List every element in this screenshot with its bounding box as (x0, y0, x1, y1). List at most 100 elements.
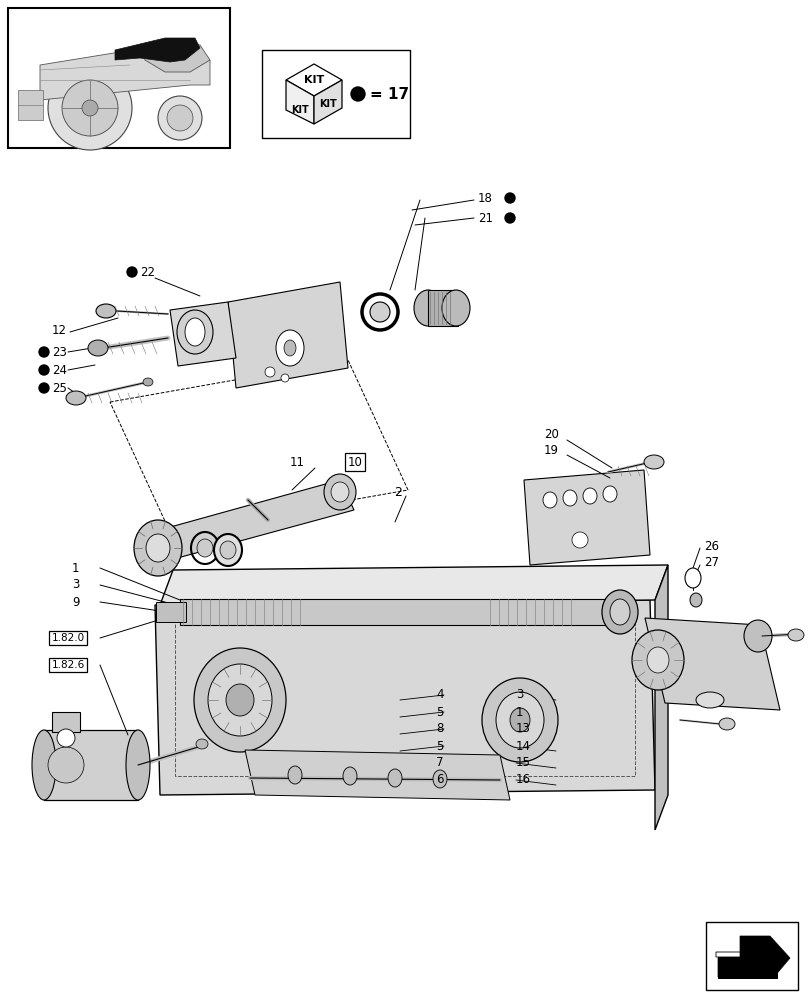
Ellipse shape (787, 629, 803, 641)
Ellipse shape (177, 310, 212, 354)
Text: 8: 8 (436, 722, 444, 736)
Ellipse shape (643, 455, 663, 469)
Bar (156, 602, 186, 622)
Ellipse shape (288, 766, 302, 784)
Ellipse shape (646, 647, 668, 673)
Ellipse shape (743, 620, 771, 652)
Ellipse shape (441, 290, 470, 326)
Text: 6: 6 (436, 773, 444, 786)
Bar (427, 290, 457, 326)
Text: 22: 22 (139, 265, 155, 278)
Ellipse shape (562, 490, 577, 506)
Ellipse shape (62, 80, 118, 136)
Circle shape (350, 87, 365, 101)
Polygon shape (139, 45, 210, 72)
Text: 9: 9 (72, 595, 79, 608)
Ellipse shape (214, 534, 242, 566)
Text: 3: 3 (72, 578, 79, 591)
Text: 18: 18 (478, 192, 492, 205)
Text: 10: 10 (347, 456, 362, 468)
Ellipse shape (496, 692, 543, 748)
Ellipse shape (225, 684, 254, 716)
Ellipse shape (167, 105, 193, 131)
Ellipse shape (331, 482, 349, 502)
Ellipse shape (543, 492, 556, 508)
Polygon shape (285, 64, 341, 96)
Polygon shape (138, 480, 354, 566)
Ellipse shape (432, 770, 446, 788)
Ellipse shape (208, 664, 272, 736)
Ellipse shape (158, 96, 202, 140)
Ellipse shape (82, 100, 98, 116)
Polygon shape (40, 45, 210, 100)
Bar (10, 10, 228, 146)
Text: 11: 11 (290, 456, 305, 468)
Text: 1: 1 (515, 706, 523, 718)
Ellipse shape (601, 590, 637, 634)
Bar (8, 8, 230, 148)
Text: 1: 1 (72, 562, 79, 574)
Ellipse shape (276, 330, 303, 366)
Ellipse shape (281, 374, 289, 382)
Text: 3: 3 (515, 688, 523, 702)
Text: 1.82.0: 1.82.0 (51, 633, 84, 643)
Ellipse shape (571, 532, 587, 548)
Text: 19: 19 (543, 444, 558, 458)
Text: 24: 24 (52, 363, 67, 376)
Ellipse shape (195, 739, 208, 749)
Text: 1.82.6: 1.82.6 (51, 660, 84, 670)
Ellipse shape (134, 520, 182, 576)
Text: 21: 21 (478, 212, 492, 225)
Text: 12: 12 (52, 324, 67, 336)
Ellipse shape (96, 304, 116, 318)
Polygon shape (169, 302, 236, 366)
Polygon shape (228, 282, 348, 388)
Polygon shape (715, 939, 761, 967)
Polygon shape (160, 565, 667, 605)
Circle shape (39, 383, 49, 393)
Ellipse shape (684, 568, 700, 588)
Text: 27: 27 (703, 556, 718, 570)
Bar (262, 50, 410, 138)
Ellipse shape (509, 708, 530, 732)
Text: 20: 20 (543, 428, 558, 440)
Bar (52, 712, 80, 732)
Circle shape (504, 193, 514, 203)
Ellipse shape (48, 66, 132, 150)
Bar (427, 290, 457, 326)
Polygon shape (285, 80, 314, 124)
Ellipse shape (146, 534, 169, 562)
Circle shape (39, 347, 49, 357)
Ellipse shape (414, 290, 441, 326)
Ellipse shape (603, 486, 616, 502)
Ellipse shape (220, 541, 236, 559)
Bar (180, 599, 629, 625)
Text: 14: 14 (515, 740, 530, 752)
Ellipse shape (609, 599, 629, 625)
Ellipse shape (57, 729, 75, 747)
Polygon shape (155, 600, 654, 795)
Ellipse shape (631, 630, 683, 690)
Ellipse shape (324, 474, 355, 510)
Polygon shape (245, 750, 509, 800)
Bar (717, 957, 777, 979)
Ellipse shape (342, 767, 357, 785)
Text: = 17: = 17 (370, 87, 409, 102)
Polygon shape (523, 470, 649, 565)
Text: 13: 13 (515, 722, 530, 736)
Ellipse shape (143, 378, 152, 386)
Text: 25: 25 (52, 381, 67, 394)
Text: 5: 5 (436, 706, 444, 718)
Bar (18, 90, 43, 120)
Text: 15: 15 (515, 756, 530, 770)
Polygon shape (644, 618, 779, 710)
Text: 23: 23 (52, 346, 67, 359)
Polygon shape (115, 38, 200, 62)
Text: 5: 5 (436, 740, 444, 752)
Ellipse shape (264, 367, 275, 377)
Ellipse shape (284, 340, 296, 356)
Ellipse shape (88, 340, 108, 356)
Ellipse shape (66, 391, 86, 405)
Ellipse shape (388, 769, 401, 787)
Bar (175, 618, 634, 776)
